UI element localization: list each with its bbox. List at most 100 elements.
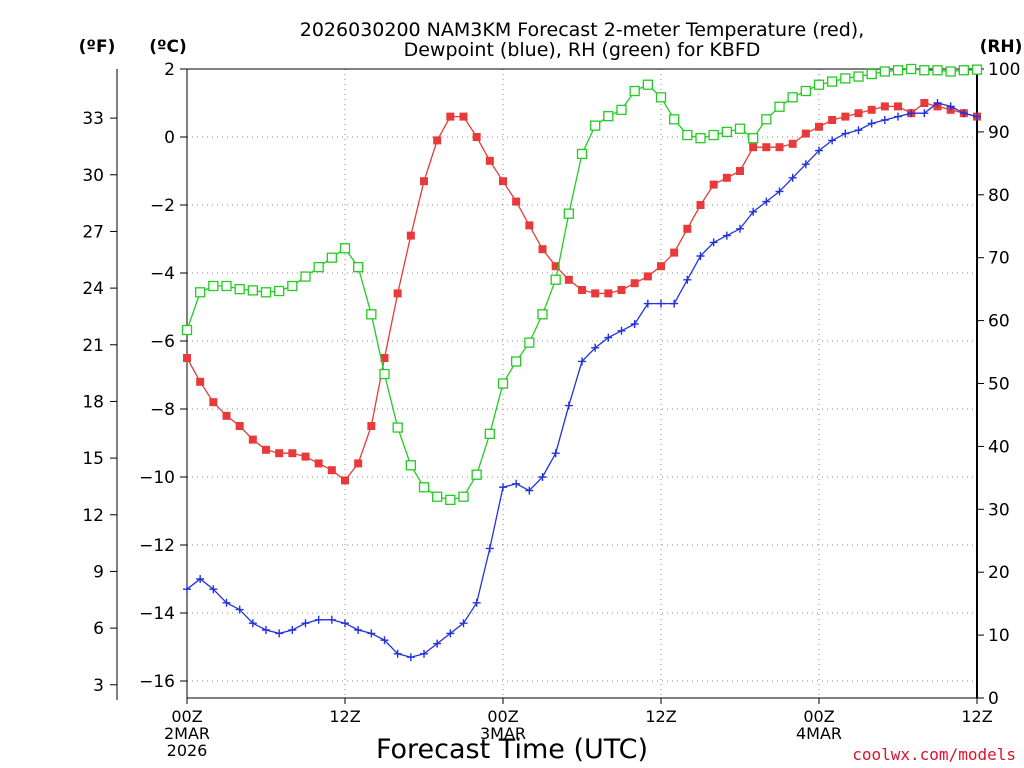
rh-point xyxy=(208,280,219,292)
temperature-point xyxy=(762,143,771,152)
temperature-point xyxy=(209,398,218,407)
dewpoint-point xyxy=(854,126,863,135)
rh-point xyxy=(629,85,640,97)
temperature-point xyxy=(775,143,784,152)
dewpoint-point xyxy=(880,116,889,124)
temperature-point xyxy=(446,112,455,121)
dewpoint-point xyxy=(564,401,573,410)
temperature-point xyxy=(538,245,547,254)
x-axis-title: Forecast Time (UTC) xyxy=(376,734,648,765)
dewpoint-point xyxy=(446,629,455,638)
temperature-point xyxy=(709,180,718,189)
chart-title-line2: Dewpoint (blue), RH (green) for KBFD xyxy=(404,39,761,61)
celsius-tick-label: −10 xyxy=(139,468,175,488)
rh-point xyxy=(405,460,416,471)
rh-point xyxy=(260,287,272,298)
temperature-point xyxy=(670,248,679,257)
x-tick-label: 2MAR xyxy=(164,724,210,743)
dewpoint-point xyxy=(867,119,876,128)
temperature-point xyxy=(235,422,244,430)
temperature-point xyxy=(433,136,442,145)
dewpoint-point xyxy=(841,129,850,138)
rh-point xyxy=(221,280,232,292)
rh-point xyxy=(682,129,693,141)
rh-point xyxy=(853,71,864,82)
dewpoint-point xyxy=(788,173,797,182)
fahrenheit-tick-label: 18 xyxy=(82,392,104,412)
dewpoint-point xyxy=(630,320,639,328)
fahrenheit-axis-unit: (ºF) xyxy=(79,37,116,57)
rh-point xyxy=(932,65,943,76)
rh-point xyxy=(181,324,193,336)
temperature-point xyxy=(275,449,284,458)
dewpoint-point xyxy=(920,109,929,118)
rh-point xyxy=(537,309,548,320)
dewpoint-point xyxy=(327,615,336,624)
dewpoint-point xyxy=(959,109,968,118)
rh-tick-label: 20 xyxy=(988,563,1010,583)
dewpoint-line xyxy=(186,102,978,658)
temperature-point xyxy=(683,224,692,233)
x-tick-label: 12Z xyxy=(329,707,360,726)
dewpoint-point xyxy=(736,224,744,233)
dewpoint-point xyxy=(472,598,481,607)
dewpoint-point xyxy=(762,197,771,206)
dewpoint-point xyxy=(801,160,810,169)
rh-point xyxy=(971,64,983,75)
celsius-tick-label: −12 xyxy=(139,536,175,556)
rh-point xyxy=(458,491,469,502)
rh-tick-label: 70 xyxy=(988,249,1010,269)
dewpoint-point xyxy=(393,649,402,658)
fahrenheit-tick-label: 9 xyxy=(93,562,104,582)
dewpoint-point xyxy=(907,109,916,118)
dewpoint-point xyxy=(262,626,270,634)
rh-point xyxy=(800,85,811,97)
temperature-point xyxy=(551,262,560,271)
celsius-tick-label: −4 xyxy=(150,264,175,284)
temperature-point xyxy=(485,156,494,165)
dewpoint-point xyxy=(933,99,942,107)
rh-point xyxy=(906,63,917,75)
fahrenheit-tick-label: 12 xyxy=(82,506,104,526)
dewpoint-point xyxy=(722,231,731,240)
rh-point xyxy=(748,133,759,144)
temperature-point xyxy=(499,177,507,186)
temperature-point xyxy=(894,102,902,111)
celsius-tick-label: 2 xyxy=(164,60,175,80)
rh-point xyxy=(524,337,535,348)
celsius-tick-label: −6 xyxy=(150,332,175,352)
temperature-point xyxy=(657,262,665,271)
rh-point xyxy=(603,111,614,122)
dewpoint-point xyxy=(341,619,349,628)
dewpoint-point xyxy=(499,483,507,492)
celsius-tick-label: −16 xyxy=(139,672,175,692)
rh-point xyxy=(576,148,588,160)
dewpoint-point xyxy=(973,112,981,121)
dewpoint-point xyxy=(683,275,692,284)
dewpoint-point xyxy=(459,619,468,628)
rh-point xyxy=(655,92,667,103)
celsius-tick-label: −8 xyxy=(150,400,175,420)
rh-point xyxy=(195,287,206,298)
fahrenheit-tick-label: 21 xyxy=(82,336,104,356)
temperature-point xyxy=(472,133,481,141)
rh-point xyxy=(879,66,890,77)
dewpoint-point xyxy=(643,299,652,308)
dewpoint-point xyxy=(209,585,218,594)
series-dewpoint xyxy=(183,99,981,662)
rh-tick-label: 60 xyxy=(988,312,1010,332)
temperature-point xyxy=(341,476,349,485)
dewpoint-point xyxy=(512,479,521,488)
temperature-point xyxy=(630,279,639,288)
temperature-point xyxy=(617,286,626,294)
temperature-point xyxy=(854,109,863,118)
rh-point xyxy=(247,285,258,296)
temperature-point xyxy=(380,354,389,362)
rh-tick-label: 0 xyxy=(988,689,999,709)
temperature-point xyxy=(736,167,744,175)
temperature-point xyxy=(828,116,837,124)
dewpoint-point xyxy=(196,575,205,583)
fahrenheit-tick-label: 30 xyxy=(82,166,104,186)
rh-point xyxy=(866,68,877,80)
